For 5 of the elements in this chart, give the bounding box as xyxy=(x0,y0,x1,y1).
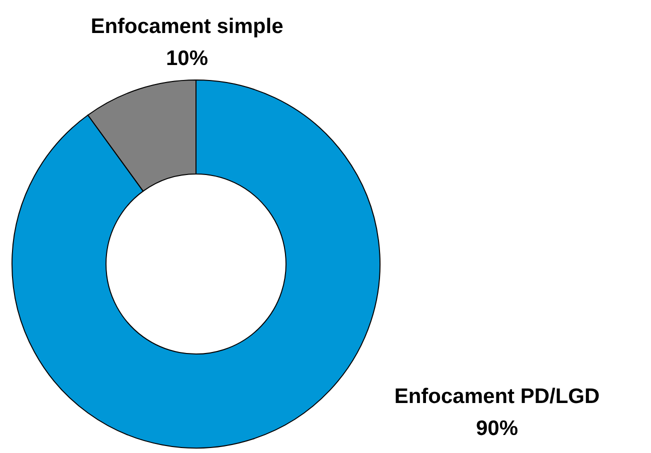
data-label: 90% xyxy=(476,417,518,440)
slice-label: Enfocament simple xyxy=(90,15,284,38)
donut-slice xyxy=(12,80,380,448)
data-label: 10% xyxy=(166,47,208,70)
slice-label: Enfocament PD/LGD xyxy=(394,385,600,408)
